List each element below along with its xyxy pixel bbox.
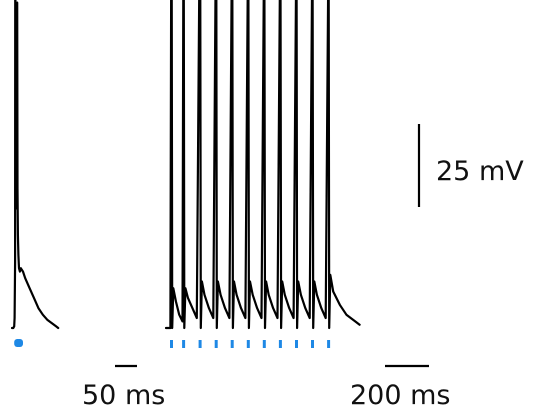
single-burst-trace (10, 0, 60, 330)
stimulus-pulse-10 (311, 340, 314, 348)
stimulus-pulse-4 (214, 340, 218, 348)
voltage-scale-label: 25 mV (436, 156, 524, 187)
stimulus-pulse-2 (182, 340, 186, 348)
spike-train-panel (164, 0, 429, 368)
single-burst-stimulus-layer (14, 339, 23, 347)
single-burst-panel (10, 0, 137, 368)
time-scale-label-50ms: 50 ms (82, 380, 165, 411)
stimulus-pulse-6 (246, 340, 250, 348)
stimulus-pulse-1 (170, 340, 173, 348)
spike-train-trace-layer (164, 0, 361, 330)
stimulus-pulse-7 (262, 340, 266, 348)
spike-train-trace (164, 0, 361, 330)
stimulus-pulse-9 (295, 340, 298, 348)
stimulus-pulse-11 (327, 340, 331, 348)
stimulus-bar-0 (14, 339, 23, 347)
stimulus-pulse-8 (278, 340, 282, 348)
stimulus-pulse-5 (230, 340, 234, 348)
spike-train-stimulus-layer (170, 340, 331, 348)
stimulus-pulse-3 (198, 340, 202, 348)
single-burst-trace-layer (10, 0, 60, 330)
time-scale-label-200ms: 200 ms (350, 380, 451, 411)
